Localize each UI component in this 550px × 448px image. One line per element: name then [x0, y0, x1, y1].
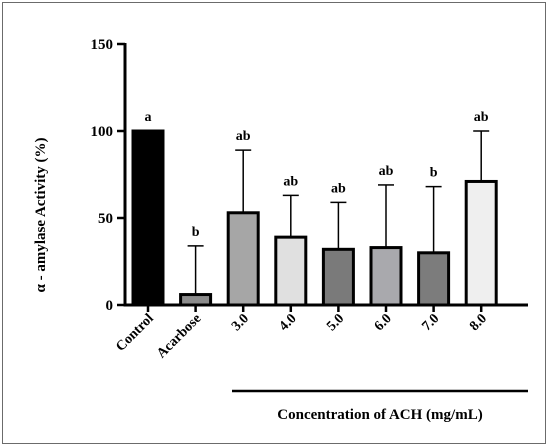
- significance-label: ab: [474, 110, 489, 125]
- y-tick-label: 0: [106, 298, 114, 314]
- x-category-label: Control: [113, 311, 157, 355]
- x-category-label: 3.0: [229, 311, 252, 334]
- x-category-label: Acarbose: [154, 311, 204, 361]
- bar-Control: [131, 129, 165, 307]
- bar-6.0: [369, 246, 403, 307]
- bar-7.0: [417, 251, 451, 307]
- significance-label: ab: [283, 174, 298, 189]
- significance-label: ab: [331, 181, 346, 196]
- y-tick-label: 50: [98, 211, 113, 227]
- bar-Acarbose: [179, 293, 213, 307]
- chart-frame: [2, 2, 546, 444]
- bar-8.0: [464, 179, 498, 307]
- significance-label: b: [430, 166, 438, 181]
- chart-marks: 0 50 100 150 a Control b Acarbose ab 3.0 ab 4.0 ab 5.…: [91, 37, 528, 361]
- x-category-label: 6.0: [372, 311, 395, 334]
- significance-label: b: [192, 225, 200, 240]
- significance-label: ab: [236, 129, 251, 144]
- x-category-label: 8.0: [467, 311, 490, 334]
- x-category-label: 5.0: [324, 311, 347, 334]
- bar-4.0: [274, 235, 308, 307]
- bar-5.0: [321, 247, 355, 307]
- significance-label: ab: [379, 164, 394, 179]
- y-axis-title: α - amylase Activity (%): [33, 137, 49, 292]
- group-axis-label: Concentration of ACH (mg/mL): [277, 407, 482, 423]
- x-category-label: 4.0: [277, 311, 300, 334]
- y-tick-label: 150: [91, 37, 114, 53]
- significance-label: a: [145, 110, 152, 125]
- x-category-label: 7.0: [419, 311, 442, 334]
- y-tick-label: 100: [91, 124, 114, 140]
- bar-3.0: [226, 211, 260, 307]
